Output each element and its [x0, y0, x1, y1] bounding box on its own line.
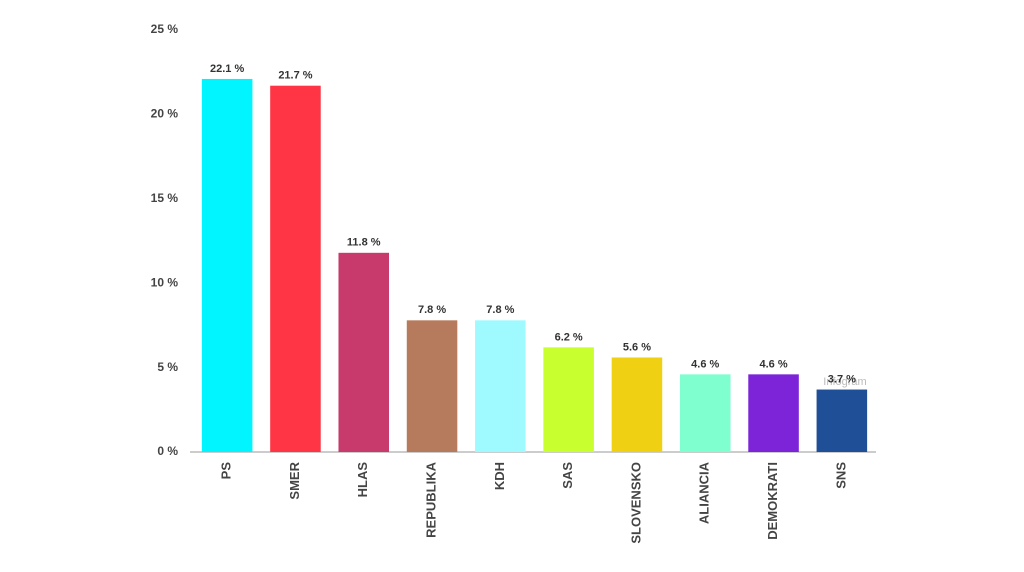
x-tick-label: HLAS	[355, 462, 370, 498]
bar	[201, 78, 253, 453]
value-label: 7.8 %	[418, 304, 446, 316]
value-label: 6.2 %	[555, 331, 583, 343]
watermark: Infogram	[823, 376, 866, 388]
x-tick-label: DEMOKRATI	[765, 462, 780, 540]
value-label: 22.1 %	[210, 63, 244, 75]
value-label: 4.6 %	[759, 358, 787, 370]
x-tick-label: PS	[219, 462, 234, 480]
x-tick-label: SMER	[287, 461, 302, 499]
bar	[543, 347, 594, 452]
bar	[270, 85, 321, 452]
bar	[406, 320, 458, 452]
x-tick-label: SAS	[560, 462, 575, 489]
y-tick-label: 0 %	[157, 444, 178, 458]
value-label: 21.7 %	[278, 70, 312, 82]
value-label: 11.8 %	[347, 237, 381, 249]
bar	[338, 252, 390, 452]
bar	[679, 374, 731, 452]
y-tick-label: 10 %	[151, 275, 179, 289]
value-label: 3.7 %	[828, 373, 856, 385]
bar	[748, 374, 799, 452]
y-tick-label: 5 %	[157, 360, 178, 374]
x-tick-label: KDH	[492, 462, 507, 490]
x-tick-label: SLOVENSKO	[628, 462, 643, 544]
y-tick-label: 25 %	[151, 22, 179, 36]
bar	[475, 320, 526, 452]
y-tick-label: 15 %	[151, 191, 179, 205]
bar	[816, 389, 868, 452]
x-tick-label: SNS	[833, 462, 848, 489]
value-label: 7.8 %	[486, 304, 514, 316]
bar	[611, 357, 663, 452]
x-tick-label: REPUBLIKA	[423, 461, 438, 537]
x-tick-label: ALIANCIA	[697, 461, 712, 524]
value-label: 4.6 %	[691, 358, 719, 370]
value-label: 5.6 %	[623, 341, 651, 353]
y-tick-label: 20 %	[151, 107, 179, 121]
